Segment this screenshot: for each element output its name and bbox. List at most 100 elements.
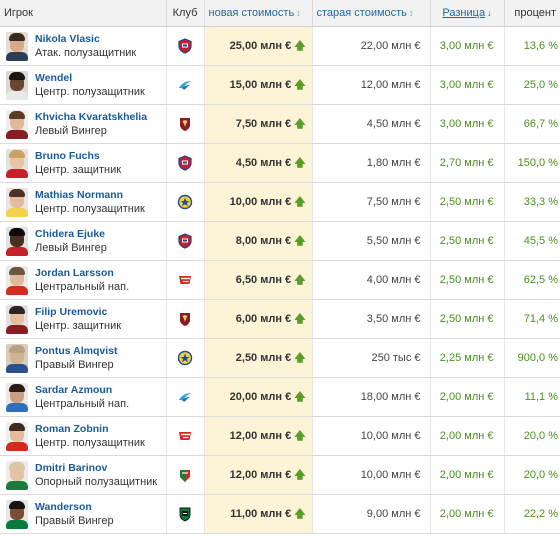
table-row: Chidera Ejuke Левый Вингер 8,00 млн € 🡅 5…: [0, 221, 560, 261]
difference-cell: 2,00 млн €: [430, 455, 505, 495]
player-position: Центр. полузащитник: [35, 202, 145, 215]
player-name-link[interactable]: Sardar Azmoun: [35, 383, 113, 396]
rubin-icon[interactable]: [177, 116, 193, 132]
player-name-link[interactable]: Bruno Fuchs: [35, 149, 100, 162]
player-position: Правый Вингер: [35, 358, 114, 371]
player-name-link[interactable]: Pontus Almqvist: [35, 344, 118, 357]
player-name-link[interactable]: Wanderson: [35, 500, 92, 513]
player-photo[interactable]: [6, 148, 28, 178]
old-value-cell: 250 тыс €: [312, 338, 431, 378]
player-name-link[interactable]: Roman Zobnin: [35, 422, 109, 435]
percent-cell: 62,5 %: [504, 260, 560, 300]
percent-cell: 900,0 %: [504, 338, 560, 378]
club-cell: [166, 65, 205, 105]
arrow-up-icon: 🡅: [294, 351, 306, 364]
player-position: Центр. защитник: [35, 319, 122, 332]
table-row: Wendel Центр. полузащитник 15,00 млн € 🡅 …: [0, 65, 560, 105]
new-value: 10,00 млн €: [229, 195, 292, 208]
percent-cell: 33,3 %: [504, 182, 560, 222]
header-club: Клуб: [166, 0, 205, 27]
spartak-icon[interactable]: [177, 272, 193, 288]
player-position: Центральный нап.: [35, 280, 130, 293]
header-player: Игрок: [0, 0, 167, 27]
rostov-icon[interactable]: [177, 350, 193, 366]
percent-cell: 71,4 %: [504, 299, 560, 339]
sort-desc-icon[interactable]: ↓: [487, 8, 492, 18]
header-old-value[interactable]: старая стоимость ↕: [312, 0, 431, 27]
player-photo[interactable]: [6, 382, 28, 412]
new-value: 8,00 млн €: [235, 234, 292, 247]
table-row: Sardar Azmoun Центральный нап. 20,00 млн…: [0, 377, 560, 417]
difference-cell: 3,00 млн €: [430, 104, 505, 144]
header-difference[interactable]: Разница ↓: [430, 0, 505, 27]
sort-icon[interactable]: ↕: [408, 8, 414, 18]
rostov-icon[interactable]: [177, 194, 193, 210]
cska-icon[interactable]: [177, 155, 193, 171]
player-photo[interactable]: [6, 265, 28, 295]
difference-cell: 2,00 млн €: [430, 416, 505, 456]
player-name-link[interactable]: Jordan Larsson: [35, 266, 114, 279]
arrow-up-icon: 🡅: [294, 117, 306, 130]
table-row: Khvicha Kvaratskhelia Левый Вингер 7,50 …: [0, 104, 560, 144]
player-position: Центр. полузащитник: [35, 436, 145, 449]
player-photo[interactable]: [6, 460, 28, 490]
player-cell: Mathias Normann Центр. полузащитник: [0, 182, 167, 222]
percent-cell: 150,0 %: [504, 143, 560, 183]
arrow-up-icon: 🡅: [294, 39, 306, 52]
player-position: Центр. защитник: [35, 163, 122, 176]
player-photo[interactable]: [6, 70, 28, 100]
player-name-link[interactable]: Khvicha Kvaratskhelia: [35, 110, 148, 123]
player-photo[interactable]: [6, 343, 28, 373]
player-photo[interactable]: [6, 187, 28, 217]
percent-cell: 20,0 %: [504, 455, 560, 495]
new-value-cell: 12,00 млн € 🡅: [204, 416, 313, 456]
difference-cell: 2,50 млн €: [430, 260, 505, 300]
player-photo[interactable]: [6, 304, 28, 334]
new-value: 12,00 млн €: [229, 468, 292, 481]
zenit-icon[interactable]: [177, 389, 193, 405]
new-value-cell: 4,50 млн € 🡅: [204, 143, 313, 183]
arrow-up-icon: 🡅: [294, 390, 306, 403]
player-cell: Chidera Ejuke Левый Вингер: [0, 221, 167, 261]
club-cell: [166, 26, 205, 66]
table-row: Jordan Larsson Центральный нап. 6,50 млн…: [0, 260, 560, 300]
new-value: 20,00 млн €: [229, 390, 292, 403]
arrow-up-icon: 🡅: [294, 78, 306, 91]
player-name-link[interactable]: Wendel: [35, 71, 73, 84]
player-cell: Pontus Almqvist Правый Вингер: [0, 338, 167, 378]
zenit-icon[interactable]: [177, 77, 193, 93]
lokomotiv-icon[interactable]: [177, 467, 193, 483]
new-value-cell: 6,00 млн € 🡅: [204, 299, 313, 339]
old-value-cell: 5,50 млн €: [312, 221, 431, 261]
new-value-cell: 10,00 млн € 🡅: [204, 182, 313, 222]
new-value: 6,00 млн €: [235, 312, 292, 325]
old-value-cell: 22,00 млн €: [312, 26, 431, 66]
player-cell: Wendel Центр. полузащитник: [0, 65, 167, 105]
player-name-link[interactable]: Filip Uremovic: [35, 305, 108, 318]
player-name-link[interactable]: Nikola Vlasic: [35, 32, 100, 45]
player-name-link[interactable]: Dmitri Barinov: [35, 461, 108, 474]
player-name-link[interactable]: Mathias Normann: [35, 188, 124, 201]
old-value-cell: 12,00 млн €: [312, 65, 431, 105]
percent-cell: 11,1 %: [504, 377, 560, 417]
difference-cell: 2,50 млн €: [430, 182, 505, 222]
player-photo[interactable]: [6, 499, 28, 529]
cska-icon[interactable]: [177, 38, 193, 54]
cska-icon[interactable]: [177, 233, 193, 249]
player-name-link[interactable]: Chidera Ejuke: [35, 227, 106, 240]
player-photo[interactable]: [6, 421, 28, 451]
player-photo[interactable]: [6, 226, 28, 256]
spartak-icon[interactable]: [177, 428, 193, 444]
player-position: Центральный нап.: [35, 397, 130, 410]
header-new-value[interactable]: новая стоимость ↕: [204, 0, 313, 27]
player-photo[interactable]: [6, 31, 28, 61]
sort-icon[interactable]: ↕: [296, 8, 301, 18]
table-row: Wanderson Правый Вингер 11,00 млн € 🡅 9,0…: [0, 494, 560, 534]
rubin-icon[interactable]: [177, 311, 193, 327]
player-photo[interactable]: [6, 109, 28, 139]
club-cell: [166, 104, 205, 144]
player-position: Левый Вингер: [35, 124, 107, 137]
krasnodar-icon[interactable]: [177, 506, 193, 522]
player-cell: Filip Uremovic Центр. защитник: [0, 299, 167, 339]
player-cell: Wanderson Правый Вингер: [0, 494, 167, 534]
